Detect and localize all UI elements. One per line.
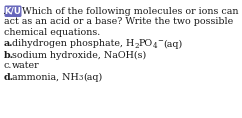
Text: act as an acid or a base? Write the two possible: act as an acid or a base? Write the two … [4, 17, 233, 27]
Text: a.: a. [4, 40, 14, 48]
Text: ammonia, NH: ammonia, NH [12, 72, 79, 82]
FancyBboxPatch shape [5, 6, 21, 16]
Text: .: . [2, 7, 5, 16]
Text: sodium hydroxide, NaOH(s): sodium hydroxide, NaOH(s) [12, 51, 146, 60]
Text: 2: 2 [134, 42, 139, 49]
Text: 3: 3 [79, 74, 83, 82]
Text: 4: 4 [153, 42, 157, 49]
Text: K/U: K/U [5, 7, 22, 16]
Text: (aq): (aq) [163, 40, 182, 49]
Text: (aq): (aq) [83, 72, 102, 82]
Text: chemical equations.: chemical equations. [4, 28, 100, 37]
Text: c.: c. [4, 61, 12, 70]
Text: PO: PO [139, 40, 153, 48]
Text: Which of the following molecules or ions can: Which of the following molecules or ions… [22, 7, 239, 16]
Text: b.: b. [4, 51, 14, 59]
Text: d.: d. [4, 72, 14, 82]
Text: water: water [12, 61, 40, 70]
Text: dihydrogen phosphate, H: dihydrogen phosphate, H [12, 40, 134, 48]
Text: −: − [157, 37, 163, 45]
